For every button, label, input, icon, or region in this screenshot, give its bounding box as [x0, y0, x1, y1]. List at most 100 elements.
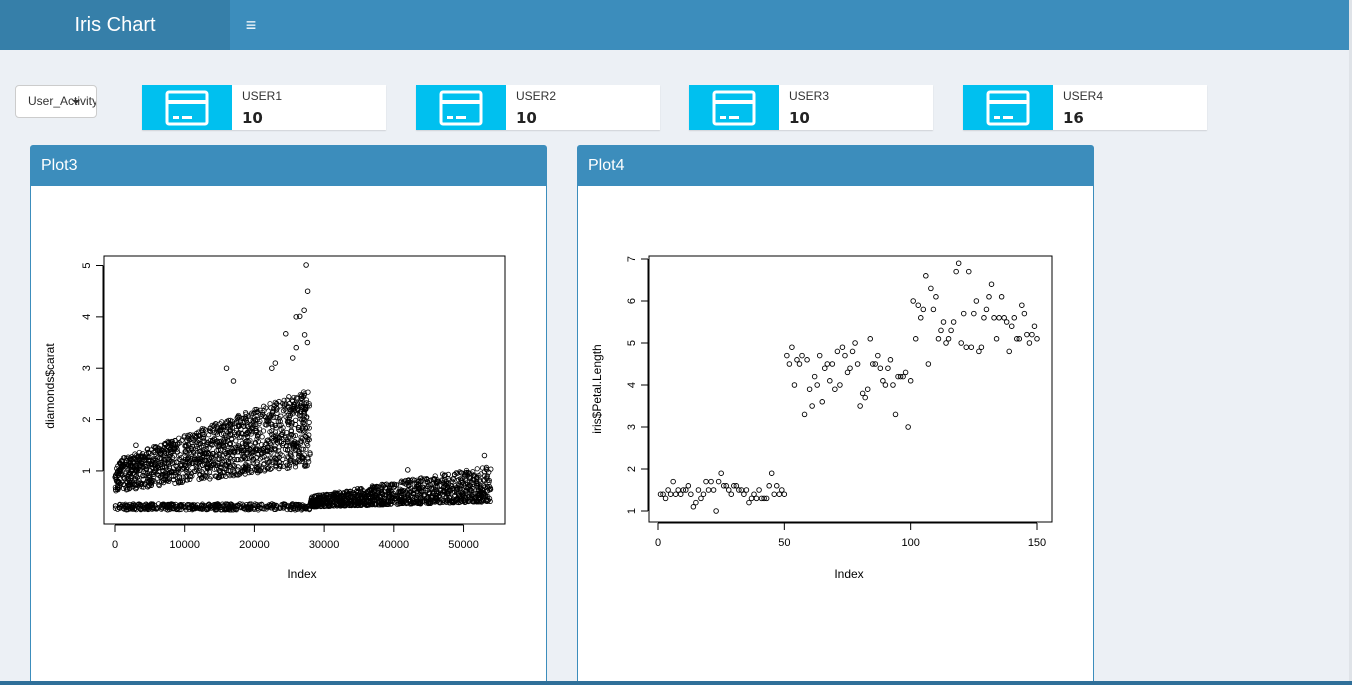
x-tick-label: 10000	[169, 539, 200, 551]
scatter-point	[214, 507, 220, 513]
plot4-box: Plot4 0 50 100 150 1 2 3 4 5 6 7 Index iris$Petal…	[577, 145, 1094, 682]
scatter-point	[401, 498, 407, 505]
scatter-point	[199, 457, 205, 463]
scatter-point	[239, 440, 246, 446]
x-axis-label: Index	[834, 567, 863, 581]
scatter-point	[119, 463, 125, 469]
scatter-point	[112, 503, 119, 509]
scatter-point	[327, 503, 333, 509]
scatter-point	[267, 466, 273, 472]
scatter-point	[221, 507, 228, 513]
scatter-point	[213, 448, 220, 454]
scatter-point	[270, 424, 276, 430]
scatter-point	[408, 492, 415, 499]
scatter-point	[733, 483, 740, 489]
scatter-point	[887, 357, 894, 363]
scatter-point	[215, 428, 222, 434]
scatter-point	[981, 315, 987, 321]
scatter-point	[168, 449, 174, 455]
app-title[interactable]: Iris Chart	[0, 0, 230, 50]
infobox-label: USER1	[242, 89, 283, 103]
scatter-point	[264, 437, 270, 444]
scatter-point	[890, 382, 896, 388]
scatter-point	[943, 340, 949, 346]
scatter-point	[168, 438, 175, 445]
scatter-point	[988, 281, 995, 287]
scatter-point	[441, 488, 447, 494]
scatter-point	[966, 268, 972, 275]
scatter-point	[149, 502, 156, 508]
scatter-point	[450, 475, 457, 482]
scatter-point	[217, 450, 223, 456]
x-tick-label: 20000	[239, 539, 270, 551]
scatter-point	[955, 260, 962, 266]
scatter-point	[710, 487, 717, 493]
scatter-point	[123, 485, 129, 491]
scatter-point	[196, 465, 202, 471]
scatter-point	[662, 495, 669, 502]
scatter-point	[294, 503, 301, 509]
scatter-point	[231, 456, 237, 463]
scatter-point	[187, 432, 193, 438]
scatter-point	[241, 423, 247, 429]
scatter-point	[700, 491, 707, 497]
scatter-point	[355, 485, 361, 492]
scatter-point	[261, 403, 267, 409]
scatter-point	[738, 487, 745, 493]
scatter-point	[117, 502, 123, 508]
scatter-point	[238, 457, 244, 463]
hamburger-icon[interactable]: ≡	[245, 15, 257, 35]
scatter-point	[221, 438, 227, 444]
scatter-point	[235, 502, 241, 508]
scatter-point	[301, 307, 307, 313]
scatter-point	[231, 470, 237, 476]
scatter-point	[273, 447, 279, 453]
scatter-point	[187, 476, 193, 482]
scatter-point	[237, 415, 243, 421]
scatter-point	[986, 294, 992, 300]
scatter-point	[201, 444, 207, 450]
scatter-point	[983, 306, 990, 313]
scatter-point	[182, 458, 188, 464]
scatter-point	[264, 418, 270, 425]
scatter-point	[156, 482, 162, 488]
scatter-point	[768, 470, 775, 476]
scatter-point	[250, 420, 256, 426]
y-tick-label: 3	[626, 424, 638, 430]
scatter-point	[1011, 315, 1018, 321]
scatter-point	[133, 442, 139, 448]
scatter-point	[660, 491, 666, 497]
scatter-point	[1006, 348, 1012, 355]
scatter-point	[231, 504, 237, 510]
scatter-point	[895, 373, 901, 380]
infobox-value: 10	[789, 109, 810, 127]
scatter-point	[324, 498, 330, 504]
scatter-point	[292, 405, 298, 411]
scatter-point	[127, 459, 133, 465]
scatter-point	[299, 456, 305, 462]
scatter-point	[117, 468, 123, 474]
scatter-point	[720, 483, 727, 489]
scatter-point	[273, 464, 279, 470]
y-tick-label: 1	[81, 468, 93, 474]
scatter-point	[394, 482, 400, 488]
scatter-point	[380, 491, 386, 497]
scatter-point	[253, 422, 259, 428]
scatter-point	[250, 450, 256, 456]
plot4-chart: 0 50 100 150 1 2 3 4 5 6 7 Index iris$Petal.Lengt…	[590, 255, 1053, 581]
scatter-point	[180, 474, 186, 480]
scatter-point	[209, 442, 215, 448]
scatter-point	[189, 455, 196, 461]
bottom-scrollbar[interactable]	[0, 681, 1352, 685]
scatter-point	[206, 469, 213, 475]
scatter-point	[434, 479, 440, 485]
scatter-point	[227, 441, 234, 447]
scatter-point	[791, 382, 798, 388]
scatter-point	[190, 506, 196, 512]
scatter-point	[731, 483, 737, 489]
scatter-point	[126, 482, 132, 488]
scatter-point	[244, 424, 250, 430]
user-activity-select[interactable]: User_Activity	[15, 85, 97, 118]
scatter-point	[862, 394, 868, 401]
scatter-point	[854, 361, 861, 367]
